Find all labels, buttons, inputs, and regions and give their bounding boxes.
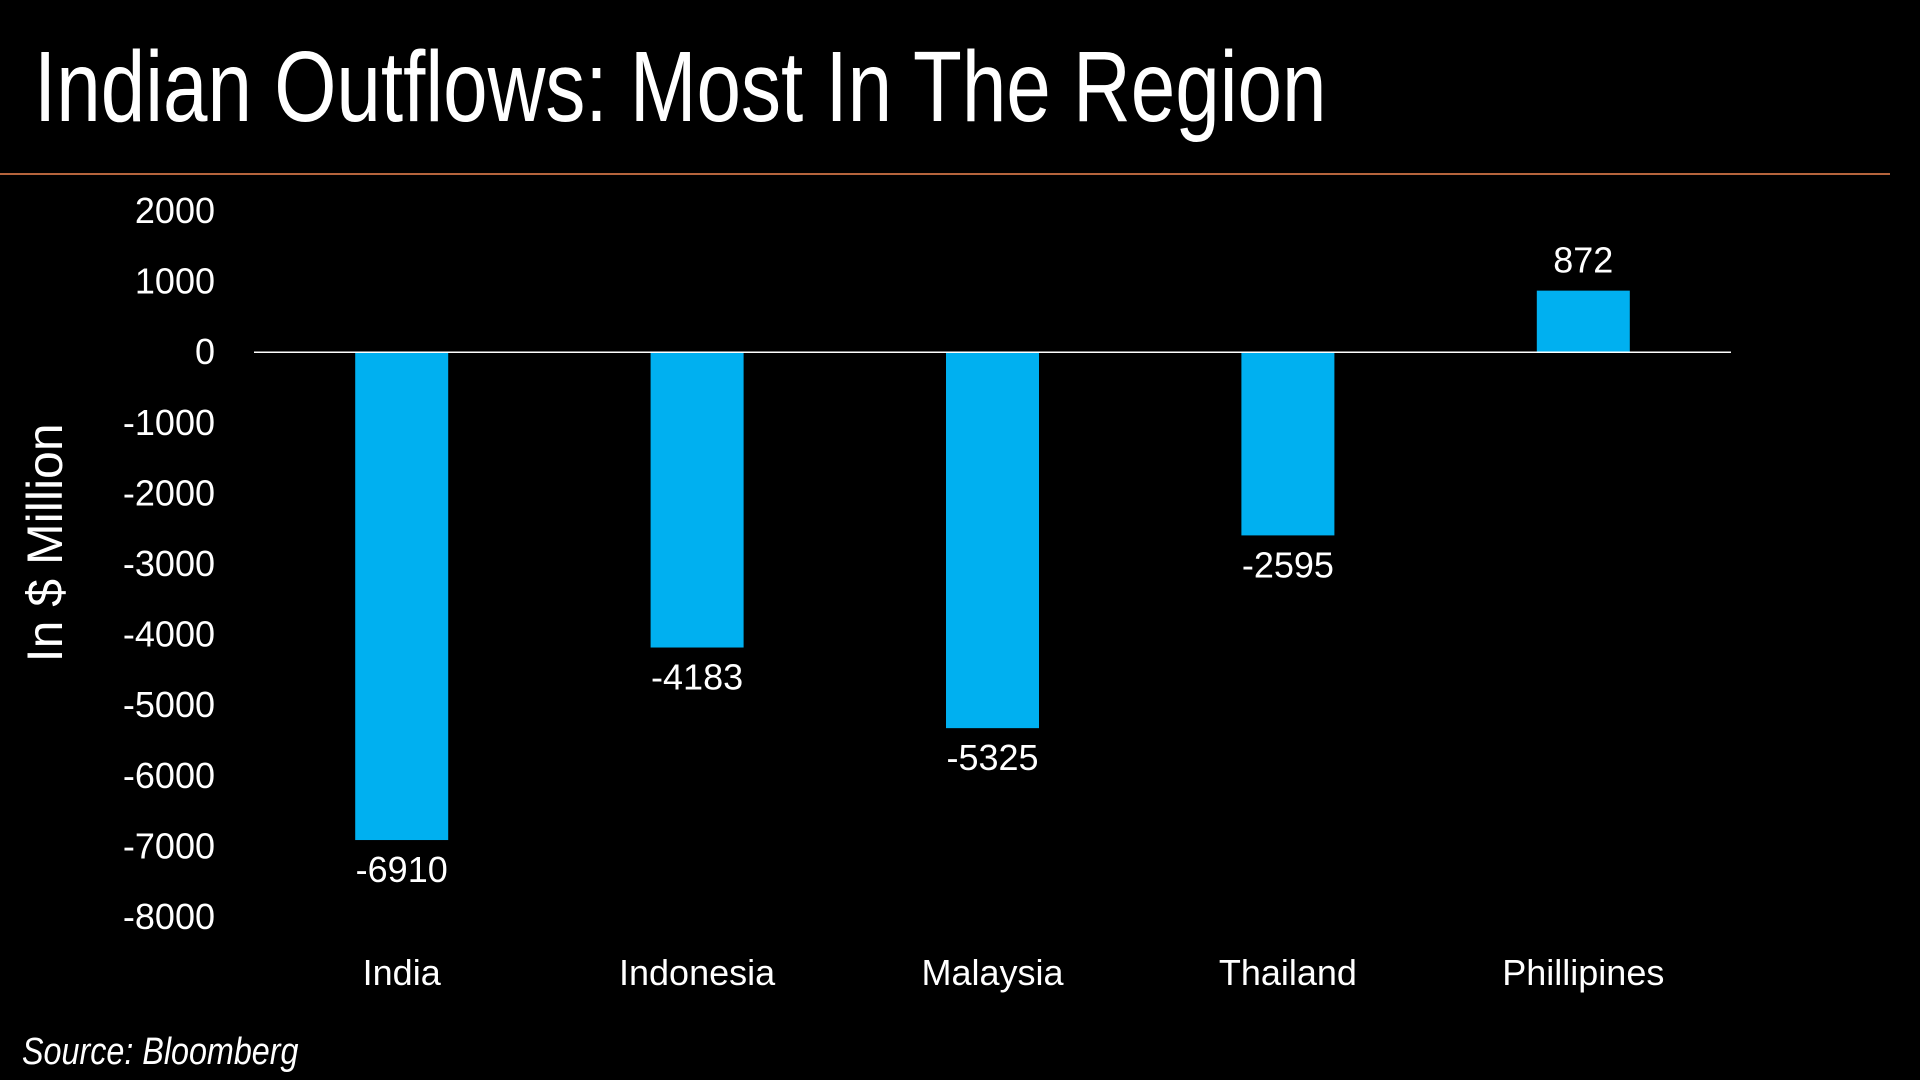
bar-chart: 2000 1000 0 -1000 -2000 -3000 -4000 -5000 -6000 -… — [17, 190, 1731, 993]
page-title: Indian Outflows: Most In The Region — [34, 31, 1327, 143]
data-label: -6910 — [356, 849, 448, 890]
title-divider — [0, 173, 1890, 175]
data-label: -4183 — [651, 657, 743, 698]
y-tick-label: -3000 — [123, 543, 215, 584]
x-axis-ticks: India Indonesia Malaysia Thailand Phillipine… — [363, 952, 1665, 993]
y-axis-ticks: 2000 1000 0 -1000 -2000 -3000 -4000 -5000 -6000 -… — [123, 190, 215, 937]
y-tick-label: 1000 — [135, 261, 215, 302]
y-tick-label: -6000 — [123, 755, 215, 796]
y-tick-label: -1000 — [123, 402, 215, 443]
data-labels: -6910 -4183 -5325 -2595 872 — [356, 240, 1614, 890]
data-label: -5325 — [946, 737, 1038, 778]
bar — [1536, 290, 1630, 353]
x-tick-label: Malaysia — [921, 952, 1064, 993]
y-axis-title: In $ Million — [17, 423, 73, 662]
y-tick-label: -5000 — [123, 684, 215, 725]
x-tick-label: India — [363, 952, 442, 993]
y-tick-label: 2000 — [135, 190, 215, 231]
y-tick-label: -2000 — [123, 472, 215, 513]
data-label: -2595 — [1242, 544, 1334, 585]
y-tick-label: -7000 — [123, 825, 215, 866]
y-tick-label: -8000 — [123, 896, 215, 937]
bar — [355, 352, 449, 841]
source-note: Source: Bloomberg — [22, 1031, 299, 1073]
bars — [355, 290, 1630, 841]
x-tick-label: Phillipines — [1502, 952, 1664, 993]
y-tick-label: -4000 — [123, 614, 215, 655]
x-tick-label: Thailand — [1219, 952, 1357, 993]
data-label: 872 — [1553, 240, 1613, 281]
bar — [650, 352, 744, 648]
x-tick-label: Indonesia — [619, 952, 776, 993]
bar — [946, 352, 1039, 729]
bar — [1241, 352, 1335, 536]
y-tick-label: 0 — [195, 331, 215, 372]
